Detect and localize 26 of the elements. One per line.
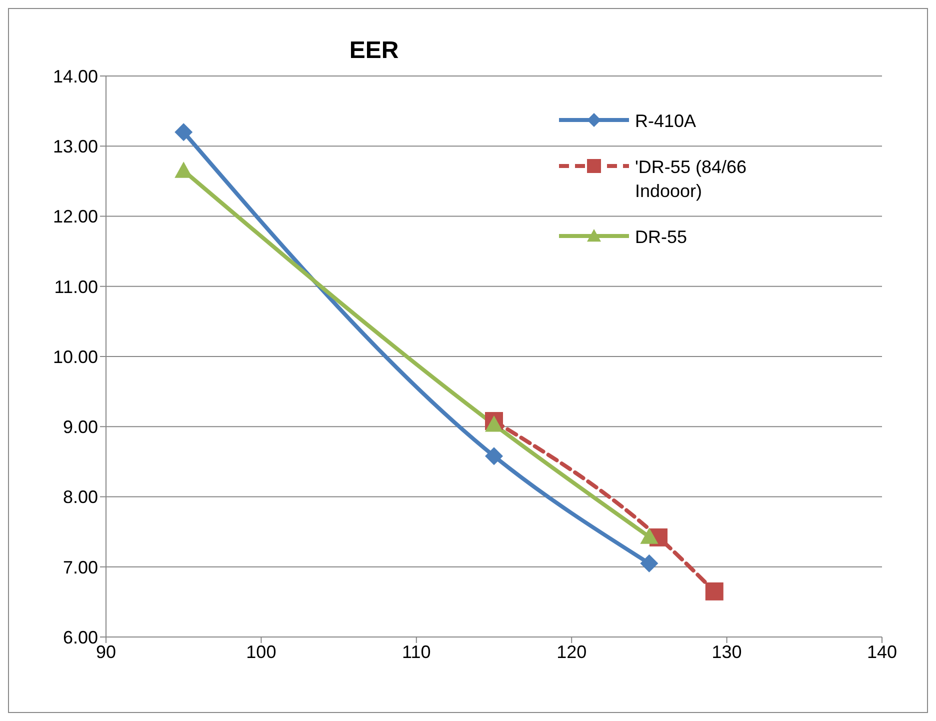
point bbox=[640, 528, 658, 544]
y-tick-label: 13.00 bbox=[52, 136, 98, 157]
point bbox=[174, 123, 193, 142]
legend-label: 'DR-55 (84/66 Indooor) bbox=[635, 156, 748, 203]
legend-label: DR-55 bbox=[635, 226, 688, 249]
x-tick-label: 130 bbox=[712, 642, 742, 662]
y-tick-label: 11.00 bbox=[54, 276, 98, 297]
y-tick-label: 9.00 bbox=[62, 417, 98, 438]
y-tick-label: 10.00 bbox=[52, 346, 98, 367]
x-tick-label: 90 bbox=[96, 642, 116, 662]
y-tick-label: 7.00 bbox=[62, 557, 98, 578]
y-tick-label: 14.00 bbox=[52, 66, 98, 86]
x-tick-label: 100 bbox=[246, 642, 276, 662]
point bbox=[640, 554, 658, 572]
x-tick-label: 120 bbox=[556, 642, 587, 662]
x-tick-label: 140 bbox=[866, 642, 898, 662]
chart-title: EER bbox=[348, 37, 400, 65]
y-tick-label: 8.00 bbox=[62, 487, 98, 508]
y-tick-label: 6.00 bbox=[62, 627, 98, 648]
x-tick-label: 110 bbox=[402, 642, 431, 662]
point bbox=[485, 416, 503, 432]
point bbox=[485, 447, 503, 466]
legend-label: R-410A bbox=[635, 110, 696, 133]
y-tick-label: 12.00 bbox=[52, 206, 98, 227]
point bbox=[174, 162, 193, 178]
point bbox=[705, 582, 724, 600]
